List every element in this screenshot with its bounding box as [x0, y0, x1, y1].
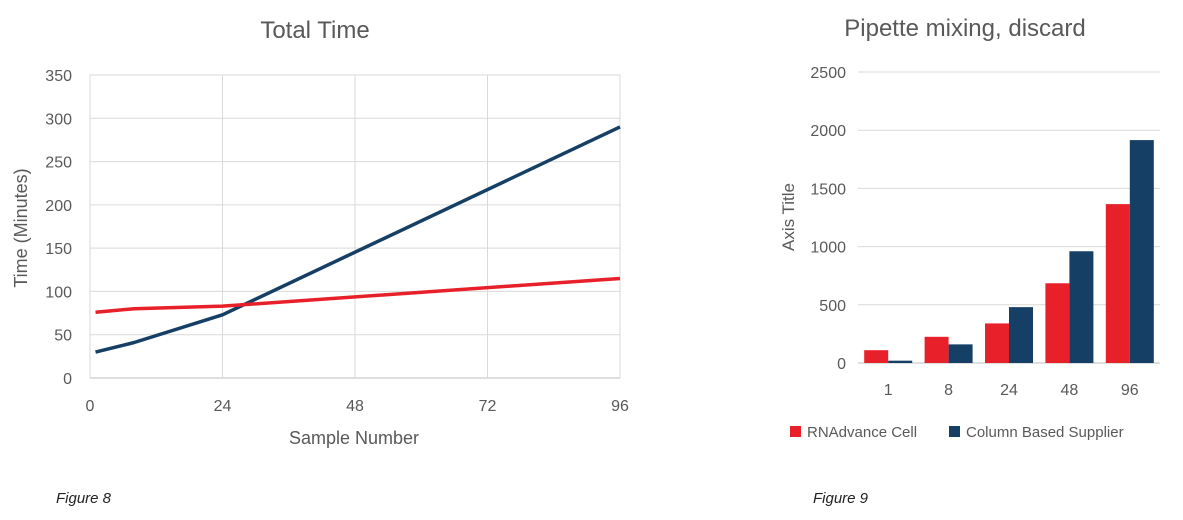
- y-tick-labels: 0 50 100 150 200 250 300 350: [45, 68, 72, 388]
- x-tick-label: 8: [944, 382, 953, 399]
- series-line-1: [95, 125, 621, 354]
- y-tick-label: 2000: [810, 123, 846, 140]
- bar-rnadvance-8: [924, 336, 949, 363]
- legend: RNAdvance Cell Column Based Supplier: [790, 424, 1124, 441]
- y-tick-label: 150: [45, 241, 72, 258]
- bar-column-24: [1009, 307, 1033, 363]
- bar-rnadvance-1: [864, 350, 889, 363]
- series-line-2: [95, 276, 621, 314]
- y-tick-label: 1000: [810, 240, 846, 257]
- x-tick-label: 0: [86, 398, 95, 415]
- x-tick-label: 24: [214, 398, 232, 415]
- legend-label-column: Column Based Supplier: [966, 424, 1124, 441]
- y-axis-label: Axis Title: [779, 183, 798, 251]
- figure-caption: Figure 9: [813, 490, 869, 507]
- y-tick-label: 200: [45, 198, 72, 215]
- y-tick-label: 0: [837, 356, 846, 373]
- y-tick-labels: 0 500 1000 1500 2000 2500: [810, 65, 846, 373]
- bar-column-48: [1069, 251, 1094, 363]
- y-axis-label: Time (Minutes): [11, 168, 31, 287]
- chart-title: Pipette mixing, discard: [844, 15, 1085, 42]
- x-axis-label: Sample Number: [289, 428, 419, 448]
- total-time-chart: Total Time 0 50 100 150 200 250 300 350 0 24 48 72…: [11, 17, 629, 448]
- chart-title: Total Time: [260, 17, 369, 44]
- y-tick-label: 100: [45, 284, 72, 301]
- x-tick-label: 96: [1121, 382, 1139, 399]
- y-tick-label: 350: [45, 68, 72, 85]
- legend-swatch-column: [949, 426, 960, 437]
- y-tick-label: 50: [54, 328, 72, 345]
- x-tick-label: 48: [1061, 382, 1079, 399]
- x-tick-label: 96: [611, 398, 629, 415]
- bar-rnadvance-24: [985, 323, 1009, 363]
- bar-column-8: [948, 344, 973, 363]
- x-tick-label: 1: [884, 382, 893, 399]
- bar-rnadvance-96: [1105, 204, 1130, 363]
- x-tick-labels: 0 24 48 72 96: [86, 398, 629, 415]
- y-tick-label: 500: [819, 298, 846, 315]
- bar-rnadvance-48: [1045, 283, 1070, 363]
- y-tick-label: 2500: [810, 65, 846, 82]
- bar-column-96: [1129, 140, 1154, 363]
- series-lines: [95, 125, 621, 354]
- legend-swatch-rnadvance: [790, 426, 801, 437]
- x-tick-labels: 1 8 24 48 96: [884, 382, 1139, 399]
- y-tick-label: 0: [63, 371, 72, 388]
- pipette-mixing-chart: Pipette mixing, discard 0 500 1000 1500 2000…: [779, 15, 1160, 441]
- x-tick-label: 24: [1000, 382, 1018, 399]
- x-tick-label: 72: [479, 398, 497, 415]
- bar-column-1: [888, 360, 913, 363]
- legend-label-rnadvance: RNAdvance Cell: [807, 424, 917, 441]
- y-tick-label: 1500: [810, 181, 846, 198]
- x-tick-label: 48: [346, 398, 364, 415]
- y-tick-label: 250: [45, 155, 72, 172]
- gridlines: [89, 74, 621, 379]
- figure-caption: Figure 8: [56, 490, 112, 507]
- y-tick-label: 300: [45, 111, 72, 128]
- bars: [864, 140, 1154, 363]
